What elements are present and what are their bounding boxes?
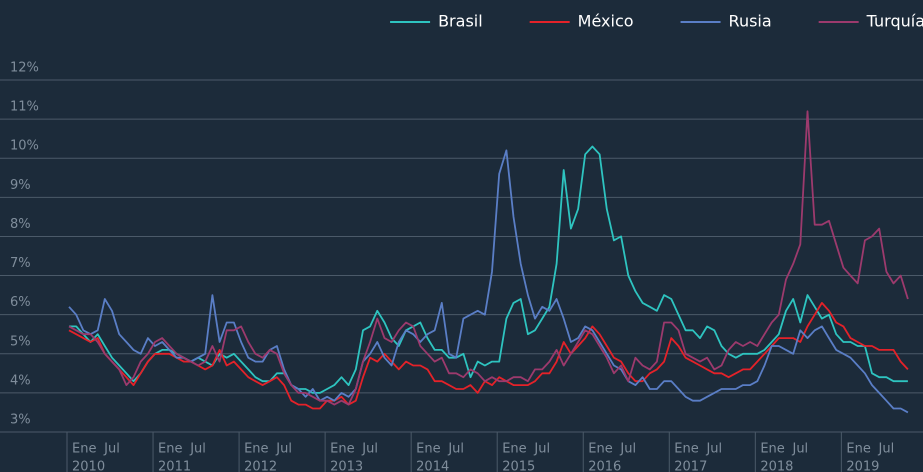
x-tick-label: Jul bbox=[275, 442, 292, 457]
legend-label: Rusia bbox=[729, 12, 772, 31]
x-tick-label: Ene bbox=[846, 442, 870, 457]
x-tick-label: Ene bbox=[502, 442, 526, 457]
y-tick-label: 4% bbox=[10, 373, 31, 388]
x-tick-sublabel: 2018 bbox=[760, 460, 793, 472]
series-line bbox=[68, 302, 909, 410]
series-line bbox=[68, 110, 909, 406]
x-tick-label: Jul bbox=[619, 442, 636, 457]
x-tick-label: Ene bbox=[674, 442, 698, 457]
x-tick-label: Ene bbox=[244, 442, 268, 457]
x-tick-sublabel: 2014 bbox=[416, 460, 449, 472]
legend-item: Rusia bbox=[680, 12, 772, 31]
legend-label: México bbox=[578, 12, 634, 31]
x-tick-sublabel: 2016 bbox=[588, 460, 621, 472]
x-tick-label: Jul bbox=[103, 442, 120, 457]
series-line bbox=[69, 145, 908, 394]
x-tick-sublabel: 2019 bbox=[846, 460, 879, 472]
x-tick-label: Ene bbox=[158, 442, 182, 457]
y-tick-label: 9% bbox=[10, 178, 31, 193]
x-tick-label: Jul bbox=[447, 442, 464, 457]
x-tick-label: Ene bbox=[72, 442, 96, 457]
x-tick-sublabel: 2013 bbox=[330, 460, 363, 472]
y-tick-label: 5% bbox=[10, 334, 31, 349]
x-tick-label: Jul bbox=[705, 442, 722, 457]
legend-item: México bbox=[529, 12, 634, 31]
x-tick-label: Ene bbox=[330, 442, 354, 457]
x-tick-sublabel: 2012 bbox=[244, 460, 277, 472]
y-tick-label: 11% bbox=[10, 100, 39, 115]
x-tick-label: Jul bbox=[878, 442, 895, 457]
x-tick-label: Ene bbox=[760, 442, 784, 457]
legend-label: Turquía bbox=[866, 12, 923, 31]
x-tick-sublabel: 2015 bbox=[502, 460, 535, 472]
series-line bbox=[68, 149, 909, 414]
x-tick-label: Jul bbox=[533, 442, 550, 457]
y-tick-label: 7% bbox=[10, 256, 31, 271]
y-tick-label: 10% bbox=[10, 139, 39, 154]
y-tick-label: 12% bbox=[10, 61, 39, 76]
legend: Brasil México Rusia Turquía bbox=[390, 12, 923, 31]
y-tick-label: 8% bbox=[10, 217, 31, 232]
x-tick-label: Jul bbox=[791, 442, 808, 457]
x-tick-label: Ene bbox=[416, 442, 440, 457]
legend-item: Turquía bbox=[818, 12, 923, 31]
y-tick-label: 3% bbox=[10, 413, 31, 428]
x-tick-sublabel: 2017 bbox=[674, 460, 707, 472]
x-tick-label: Jul bbox=[361, 442, 378, 457]
y-tick-label: 6% bbox=[10, 295, 31, 310]
legend-item: Brasil bbox=[390, 12, 483, 31]
x-tick-label: Ene bbox=[588, 442, 612, 457]
x-tick-sublabel: 2010 bbox=[72, 460, 105, 472]
legend-label: Brasil bbox=[438, 12, 483, 31]
x-tick-label: Jul bbox=[189, 442, 206, 457]
x-tick-sublabel: 2011 bbox=[158, 460, 191, 472]
